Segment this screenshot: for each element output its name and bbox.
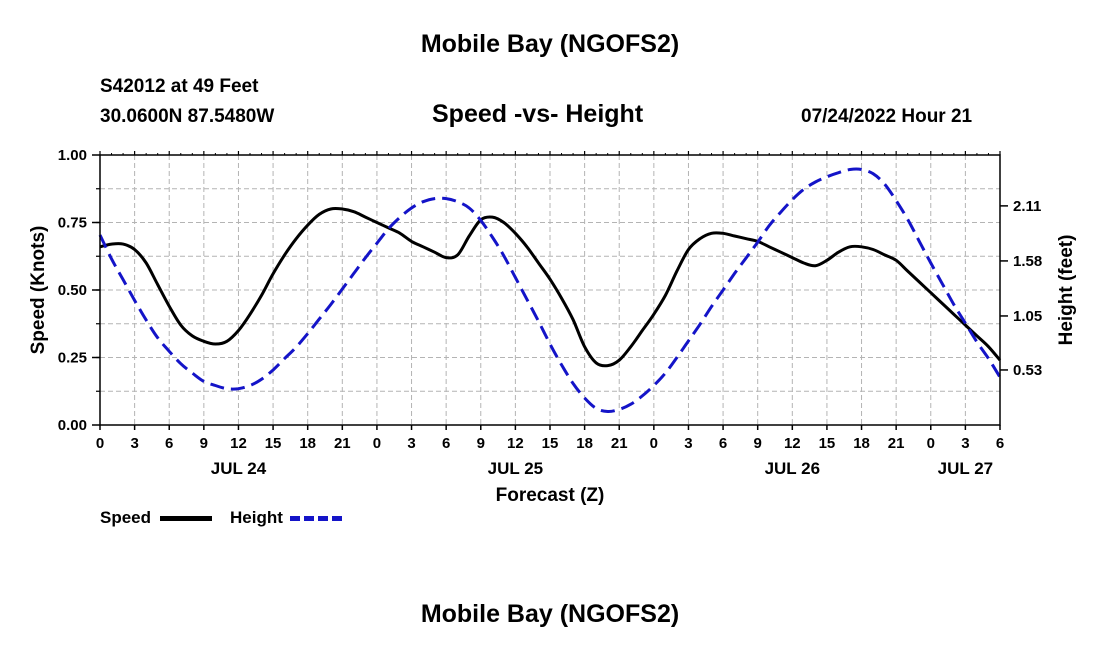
series-line-speed bbox=[99, 206, 1002, 368]
x-tick-label: 6 bbox=[165, 435, 173, 452]
station-coordinates: 30.0600N 87.5480W bbox=[100, 106, 275, 127]
station-label: S42012 at 49 Feet bbox=[100, 76, 259, 97]
x-tick-label: 0 bbox=[373, 435, 381, 452]
label-group: 0 3 6 9 12 15 18 21 0 3 6 9 12 15 18 21 0 3 6 9 12 15 18 21 0 3 6 0… bbox=[28, 147, 1077, 506]
x-tick-label: 18 bbox=[299, 435, 316, 452]
x-tick-label: 0 bbox=[650, 435, 658, 452]
x-tick-label: 18 bbox=[853, 435, 870, 452]
forecast-datetime: 07/24/2022 Hour 21 bbox=[801, 106, 973, 127]
x-tick-label: 0 bbox=[96, 435, 104, 452]
y2-tick-label: 1.05 bbox=[1013, 308, 1042, 325]
x-tick-label: 3 bbox=[407, 435, 415, 452]
x-tick-label: 12 bbox=[784, 435, 801, 452]
y2-tick-label: 1.58 bbox=[1013, 253, 1042, 270]
legend-speed-swatch bbox=[160, 516, 212, 521]
x-axis-title: Forecast (Z) bbox=[496, 485, 605, 506]
series-group bbox=[98, 167, 1002, 414]
legend-speed-label: Speed bbox=[100, 508, 152, 527]
grid bbox=[100, 155, 1000, 425]
y2-tick-label: 2.11 bbox=[1013, 198, 1041, 215]
y2-axis-title: Height (feet) bbox=[1056, 235, 1077, 346]
x-tick-label: 9 bbox=[477, 435, 485, 452]
chart-subtitle: Speed -vs- Height bbox=[432, 100, 644, 128]
x-tick-label: 12 bbox=[507, 435, 524, 452]
day-label: JUL 25 bbox=[488, 459, 543, 478]
legend-height-label: Height bbox=[230, 508, 283, 527]
x-tick-label: 21 bbox=[611, 435, 628, 452]
legend-height-swatch bbox=[290, 516, 342, 521]
x-tick-label: 12 bbox=[230, 435, 247, 452]
y2-tick-label: 0.53 bbox=[1013, 362, 1042, 379]
x-tick-label: 6 bbox=[442, 435, 450, 452]
footer-title: Mobile Bay (NGOFS2) bbox=[420, 600, 680, 628]
day-label: JUL 27 bbox=[938, 459, 993, 478]
y-tick-label: 0.25 bbox=[58, 350, 87, 367]
y-tick-label: 0.75 bbox=[58, 215, 87, 232]
x-tick-label: 21 bbox=[334, 435, 351, 452]
x-tick-label: 3 bbox=[684, 435, 692, 452]
x-tick-label: 9 bbox=[200, 435, 208, 452]
x-tick-label: 3 bbox=[961, 435, 969, 452]
x-tick-label: 9 bbox=[754, 435, 762, 452]
tick-group bbox=[92, 151, 1008, 430]
x-tick-label: 6 bbox=[996, 435, 1004, 452]
y-tick-label: 1.00 bbox=[58, 147, 87, 164]
day-label: JUL 26 bbox=[765, 459, 820, 478]
y-tick-label: 0.50 bbox=[58, 282, 87, 299]
x-tick-label: 15 bbox=[265, 435, 282, 452]
x-tick-label: 6 bbox=[719, 435, 727, 452]
y-tick-label: 0.00 bbox=[58, 417, 87, 434]
x-tick-label: 0 bbox=[927, 435, 935, 452]
day-label: JUL 24 bbox=[211, 459, 267, 478]
y-axis-title: Speed (Knots) bbox=[28, 226, 49, 355]
x-tick-label: 18 bbox=[576, 435, 593, 452]
chart-title: Mobile Bay (NGOFS2) bbox=[420, 30, 680, 58]
series-line-height bbox=[98, 167, 1002, 414]
x-tick-label: 3 bbox=[130, 435, 138, 452]
x-tick-label: 15 bbox=[819, 435, 836, 452]
x-tick-label: 21 bbox=[888, 435, 905, 452]
x-tick-label: 15 bbox=[542, 435, 559, 452]
